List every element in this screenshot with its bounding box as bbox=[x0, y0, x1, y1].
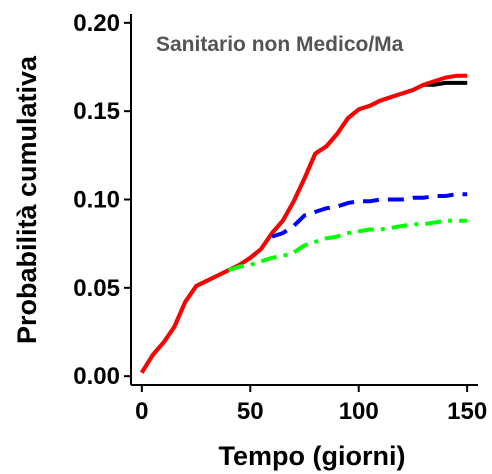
x-tick-label: 150 bbox=[447, 398, 487, 425]
series-line-3 bbox=[227, 218, 468, 273]
y-tick-label: 0.05 bbox=[73, 275, 120, 302]
axes bbox=[130, 14, 478, 386]
x-tick-label: 100 bbox=[339, 398, 379, 425]
y-tick-label: 0.00 bbox=[73, 363, 120, 390]
chart-title: Sanitario non Medico/Ma bbox=[156, 33, 404, 56]
x-axis-title: Tempo (giorni) bbox=[219, 441, 406, 471]
x-tick-label: 50 bbox=[237, 398, 264, 425]
y-tick-label: 0.20 bbox=[73, 10, 120, 37]
x-tick-label: 0 bbox=[135, 398, 148, 425]
series-lines bbox=[140, 73, 468, 374]
ticks: 0.00 0.05 0.10 0.15 0.20 0 50 100 150 bbox=[73, 10, 487, 425]
series-line-0 bbox=[140, 80, 468, 374]
series-line-2 bbox=[271, 192, 468, 239]
y-tick-label: 0.15 bbox=[73, 98, 120, 125]
y-axis-title: Probabilità cumulativa bbox=[12, 55, 42, 344]
series-line-1 bbox=[140, 73, 468, 374]
y-tick-label: 0.10 bbox=[73, 187, 120, 214]
